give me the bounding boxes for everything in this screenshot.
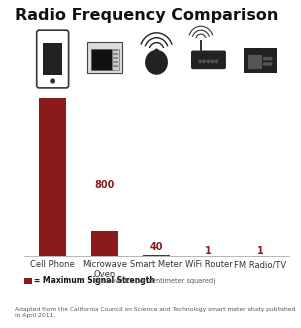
Text: Radio Frequency Comparison: Radio Frequency Comparison [15, 8, 278, 23]
Text: Adapted from the California Council on Science and Technology smart meter study : Adapted from the California Council on S… [15, 307, 295, 318]
Text: 800: 800 [95, 180, 115, 190]
Bar [143, 255, 170, 256]
Text: = Maximum Signal Strength: = Maximum Signal Strength [34, 276, 155, 285]
Text: 1: 1 [205, 246, 212, 256]
Text: (microwatts per centimeter squared): (microwatts per centimeter squared) [92, 277, 216, 284]
Bar [39, 98, 66, 256]
Text: 40: 40 [150, 242, 163, 252]
Text: 1: 1 [257, 246, 264, 256]
Bar [91, 231, 118, 256]
